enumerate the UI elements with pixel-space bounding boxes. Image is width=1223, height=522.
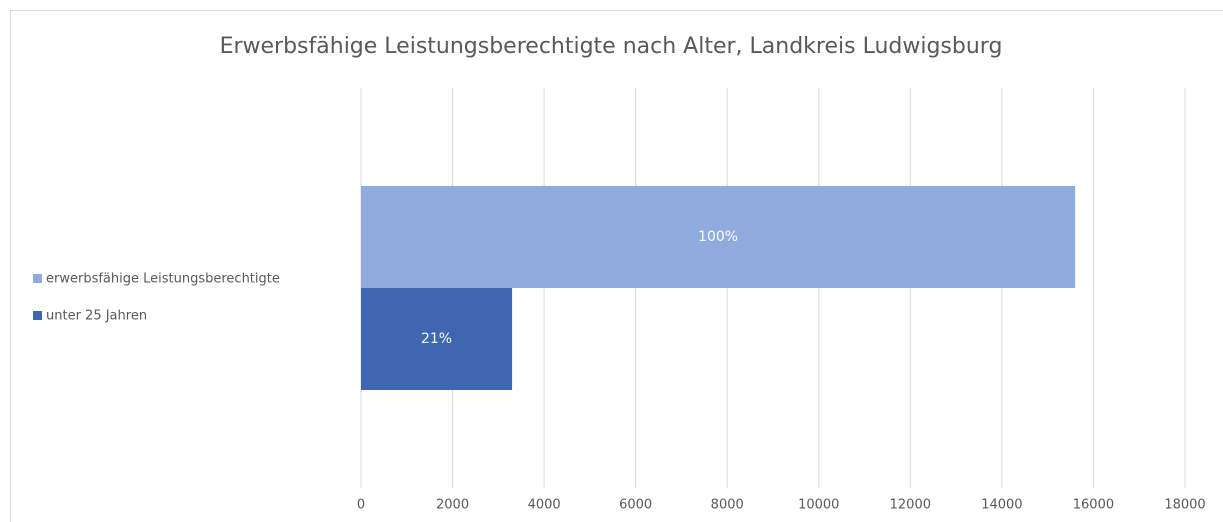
data-label: 100%: [698, 229, 738, 245]
x-tick-label: 14000: [981, 498, 1022, 513]
x-tick-label: 6000: [619, 498, 652, 513]
x-tick-label: 18000: [1164, 498, 1205, 513]
x-tick-label: 16000: [1073, 498, 1114, 513]
x-tick-label: 4000: [528, 498, 561, 513]
x-tick-label: 2000: [436, 498, 469, 513]
data-label: 21%: [421, 331, 452, 347]
legend-label: unter 25 Jahren: [46, 309, 147, 324]
legend-swatch: [33, 311, 42, 320]
legend-label: erwerbsfähige Leistungsberechtigte: [46, 272, 280, 287]
legend-swatch: [33, 274, 42, 283]
x-tick-label: 12000: [890, 498, 931, 513]
bar: [361, 186, 1076, 288]
x-tick-label: 10000: [798, 498, 839, 513]
x-tick-label: 8000: [711, 498, 744, 513]
chart-title: Erwerbsfähige Leistungsberechtigte nach …: [220, 34, 1003, 59]
bar: [361, 288, 513, 390]
x-tick-label: 0: [357, 498, 365, 513]
